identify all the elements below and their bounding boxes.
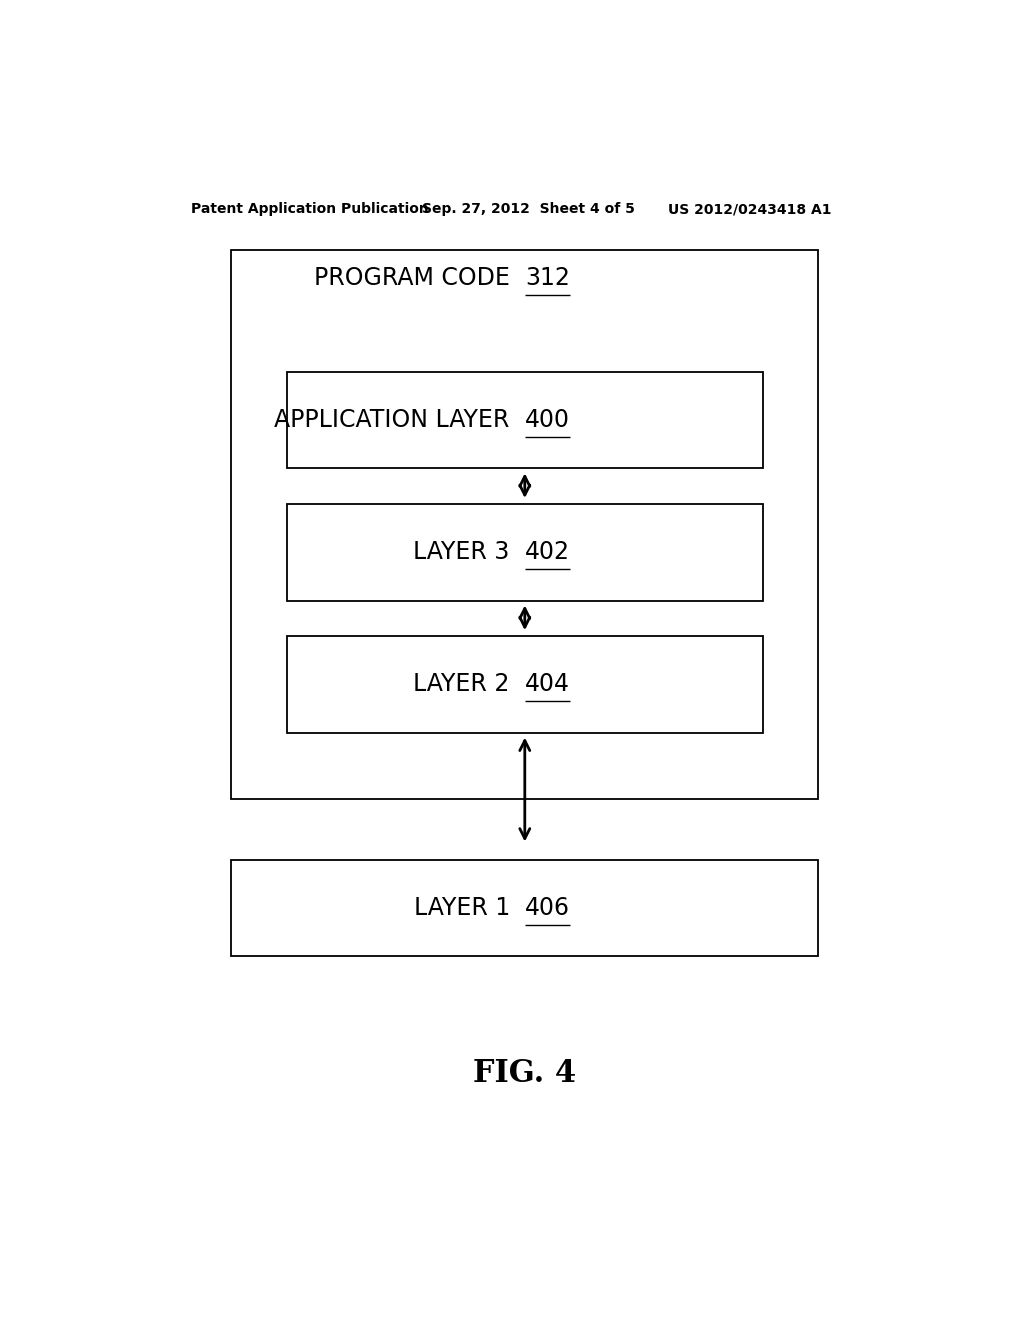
Bar [231, 859, 818, 956]
Text: 312: 312 [524, 267, 569, 290]
Bar [287, 372, 763, 469]
Text: LAYER 2: LAYER 2 [414, 672, 524, 697]
Text: APPLICATION LAYER: APPLICATION LAYER [274, 408, 524, 432]
Bar [231, 249, 818, 799]
Text: Patent Application Publication: Patent Application Publication [191, 202, 429, 216]
Bar [287, 504, 763, 601]
Text: FIG. 4: FIG. 4 [473, 1057, 577, 1089]
Text: 404: 404 [524, 672, 569, 697]
Text: Sep. 27, 2012  Sheet 4 of 5: Sep. 27, 2012 Sheet 4 of 5 [422, 202, 635, 216]
Bar [287, 636, 763, 733]
Text: US 2012/0243418 A1: US 2012/0243418 A1 [668, 202, 831, 216]
Text: 406: 406 [524, 896, 569, 920]
Text: LAYER 1: LAYER 1 [414, 896, 524, 920]
Text: LAYER 3: LAYER 3 [414, 540, 524, 564]
Text: PROGRAM CODE: PROGRAM CODE [314, 267, 524, 290]
Text: 400: 400 [524, 408, 569, 432]
Text: 402: 402 [524, 540, 569, 564]
